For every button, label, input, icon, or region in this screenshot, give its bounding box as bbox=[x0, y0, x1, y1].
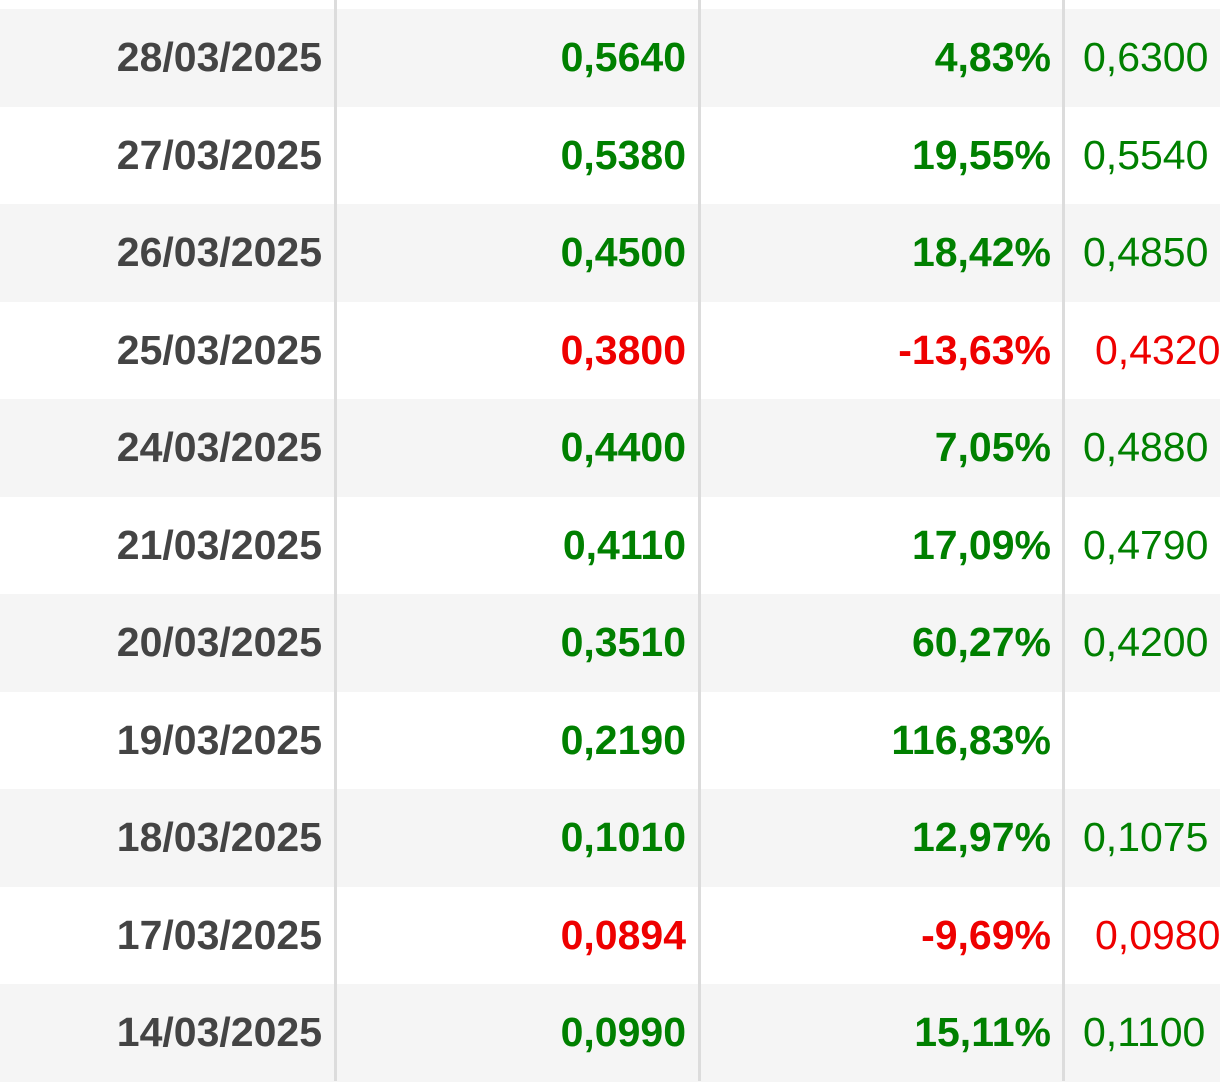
date-cell: 24/03/2025 bbox=[116, 424, 322, 471]
price-cell: 0,4500 bbox=[560, 229, 686, 276]
last-price-cell: 0,1075 bbox=[1083, 814, 1209, 861]
last-price-cell: 0,4320 bbox=[1095, 326, 1220, 373]
column-divider bbox=[334, 0, 337, 1081]
change-cell: 18,42% bbox=[911, 229, 1051, 276]
date-cell: 19/03/2025 bbox=[116, 716, 322, 763]
table-row: 14/03/2025 0,0990 15,11% 0,1100 bbox=[0, 984, 1220, 1082]
change-cell: -13,63% bbox=[898, 326, 1051, 373]
price-cell: 0,4400 bbox=[560, 424, 686, 471]
change-cell: 116,83% bbox=[891, 716, 1051, 763]
table-row: 24/03/2025 0,4400 7,05% 0,4880 bbox=[0, 399, 1220, 497]
date-cell: 18/03/2025 bbox=[116, 814, 322, 861]
price-cell: 0,5640 bbox=[560, 34, 686, 81]
change-cell: 12,97% bbox=[911, 814, 1051, 861]
table-row: 18/03/2025 0,1010 12,97% 0,1075 bbox=[0, 789, 1220, 887]
price-cell: 0,5380 bbox=[560, 131, 686, 178]
last-price-cell: 0,1100 bbox=[1083, 1009, 1206, 1056]
change-cell: 4,83% bbox=[934, 34, 1051, 81]
table-row: 21/03/2025 0,4110 17,09% 0,4790 bbox=[0, 497, 1220, 595]
date-cell: 27/03/2025 bbox=[116, 131, 322, 178]
date-cell: 26/03/2025 bbox=[116, 229, 322, 276]
date-cell: 25/03/2025 bbox=[116, 326, 322, 373]
change-cell: 60,27% bbox=[911, 619, 1051, 666]
price-cell: 0,4110 bbox=[562, 521, 686, 568]
last-price-cell: 0,4880 bbox=[1083, 424, 1209, 471]
price-history-table: 28/03/2025 0,5640 4,83% 0,6300 27/03/2025 0,5… bbox=[0, 9, 1220, 1082]
price-cell: 0,2190 bbox=[560, 716, 686, 763]
table-row: 26/03/2025 0,4500 18,42% 0,4850 bbox=[0, 204, 1220, 302]
date-cell: 20/03/2025 bbox=[116, 619, 322, 666]
last-price-cell: 0,4850 bbox=[1083, 229, 1209, 276]
price-cell: 0,3800 bbox=[560, 326, 686, 373]
date-cell: 17/03/2025 bbox=[116, 911, 322, 958]
change-cell: 17,09% bbox=[911, 521, 1051, 568]
change-cell: 19,55% bbox=[911, 131, 1051, 178]
column-divider bbox=[698, 0, 701, 1081]
change-cell: 15,11% bbox=[914, 1009, 1051, 1056]
table-row: 19/03/2025 0,2190 116,83% bbox=[0, 692, 1220, 790]
last-price-cell: 0,5540 bbox=[1083, 131, 1209, 178]
last-price-cell: 0,4200 bbox=[1083, 619, 1209, 666]
last-price-cell: 0,0980 bbox=[1095, 911, 1220, 958]
last-price-cell: 0,4790 bbox=[1083, 521, 1209, 568]
price-cell: 0,0894 bbox=[560, 911, 686, 958]
table-row: 25/03/2025 0,3800 -13,63% 0,4320 bbox=[0, 302, 1220, 400]
last-price-cell bbox=[1066, 692, 1220, 790]
table-row: 20/03/2025 0,3510 60,27% 0,4200 bbox=[0, 594, 1220, 692]
table-row: 17/03/2025 0,0894 -9,69% 0,0980 bbox=[0, 887, 1220, 985]
table-row: 27/03/2025 0,5380 19,55% 0,5540 bbox=[0, 107, 1220, 205]
last-price-cell: 0,6300 bbox=[1083, 34, 1209, 81]
price-cell: 0,3510 bbox=[560, 619, 686, 666]
table-row: 28/03/2025 0,5640 4,83% 0,6300 bbox=[0, 9, 1220, 107]
column-divider bbox=[1062, 0, 1065, 1081]
date-cell: 28/03/2025 bbox=[116, 34, 322, 81]
change-cell: -9,69% bbox=[921, 911, 1051, 958]
change-cell: 7,05% bbox=[934, 424, 1051, 471]
price-cell: 0,1010 bbox=[560, 814, 686, 861]
date-cell: 14/03/2025 bbox=[116, 1009, 322, 1056]
price-cell: 0,0990 bbox=[560, 1009, 686, 1056]
date-cell: 21/03/2025 bbox=[116, 521, 322, 568]
